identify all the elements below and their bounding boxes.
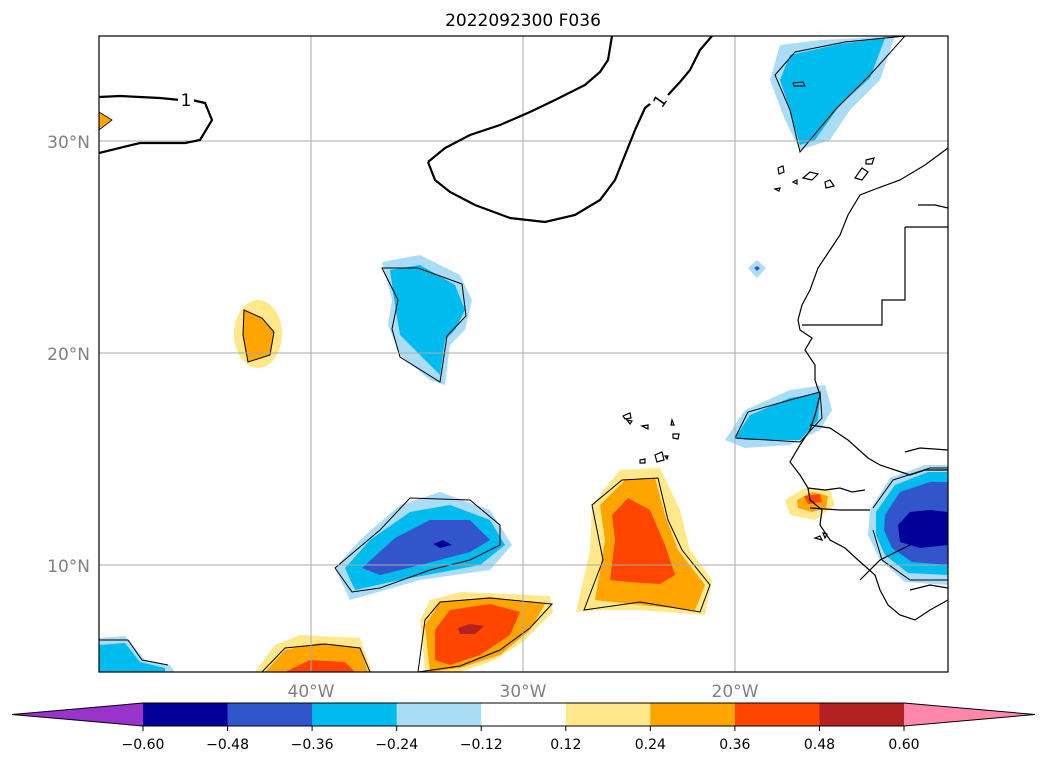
lat-label-30n: 30°N <box>47 133 90 153</box>
colorbar-tick-label: −0.12 <box>460 737 503 753</box>
colorbar-tick-label: 0.60 <box>888 737 919 753</box>
anomaly-blob-orange-small <box>234 300 282 368</box>
anomaly-blob-midatlantic-blue <box>334 492 512 600</box>
colorbar-segment <box>227 703 313 726</box>
colorbar-tick-label: −0.48 <box>206 737 249 753</box>
anomaly-blob-orange-gambia <box>785 488 835 520</box>
colorbar-tick-label: −0.60 <box>122 737 165 753</box>
lon-label-40w: 40°W <box>288 682 335 702</box>
colorbar-segment <box>481 703 567 726</box>
contour-lines <box>99 36 713 224</box>
colorbar-extend-low <box>12 703 143 726</box>
colorbar-tick-label: −0.24 <box>375 737 418 753</box>
anomaly-blob-orange-bottom <box>255 635 372 672</box>
colorbar-tick-label: 0.48 <box>804 737 835 753</box>
colorbar: −0.60 −0.48 −0.36 −0.24 −0.12 0.12 0.24 0.36 0.4… <box>11 702 1036 753</box>
anomaly-blob-darkblue-east <box>868 465 948 585</box>
coastline <box>622 147 948 621</box>
lon-label-30w: 30°W <box>500 682 547 702</box>
colorbar-segment <box>565 703 651 726</box>
lat-label-10n: 10°N <box>47 557 90 577</box>
anomaly-blob-west-edge <box>99 111 113 131</box>
lat-label-20n: 20°N <box>47 345 90 365</box>
colorbar-segment <box>143 703 229 726</box>
map-area: 1 1 <box>99 36 948 672</box>
colorbar-segment <box>650 703 736 726</box>
anomaly-blob-orange-south <box>417 592 554 672</box>
lon-label-20w: 20°W <box>712 682 759 702</box>
map-title: 2022092300 F036 <box>445 11 601 31</box>
anomaly-blob-blue-corner <box>99 636 175 672</box>
contour-label-west: 1 <box>181 91 192 111</box>
colorbar-segment <box>396 703 482 726</box>
anomaly-blob-orange-capeverde <box>576 468 712 615</box>
colorbar-extend-high <box>904 703 1035 726</box>
colorbar-tick-label: 0.12 <box>550 737 581 753</box>
colorbar-tick-label: 0.36 <box>719 737 750 753</box>
colorbar-segment <box>819 703 905 726</box>
graticule <box>99 36 948 672</box>
anomaly-blob-coast-blue <box>725 385 832 448</box>
colorbar-tick-label: 0.24 <box>635 737 666 753</box>
colorbar-segment <box>312 703 398 726</box>
colorbar-segment <box>734 703 820 726</box>
map-frame <box>98 35 949 673</box>
anomaly-blob-northeast <box>770 36 906 154</box>
colorbar-tick-label: −0.36 <box>291 737 334 753</box>
